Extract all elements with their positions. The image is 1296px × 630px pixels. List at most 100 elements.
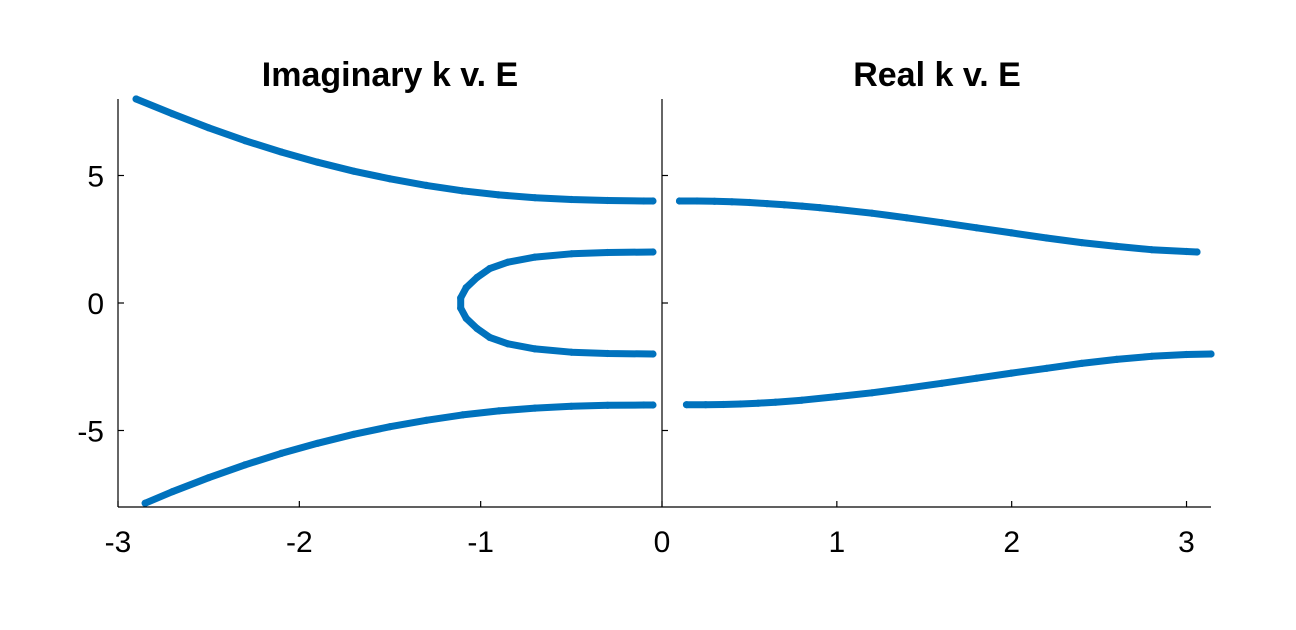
real-series-0-point-4 [745, 198, 754, 207]
imaginary-series-0-point-1 [168, 110, 176, 118]
imaginary-y-tick-label: -5 [77, 416, 104, 449]
real-x-tick-label: 2 [1003, 526, 1020, 559]
imaginary-series-1-point-4 [504, 258, 512, 266]
imaginary-series-1-point-0 [649, 248, 657, 256]
real-series-0-point-2 [710, 197, 719, 205]
imaginary-series-1-point-3 [531, 253, 539, 261]
imaginary-series-1-point-14 [531, 345, 539, 353]
real-series-0-point-6 [780, 201, 789, 209]
imaginary-series-group [132, 95, 657, 507]
real-series-1-point-13 [1043, 364, 1051, 372]
imaginary-series-1-line [457, 248, 657, 358]
imaginary-series-2-point-12 [567, 402, 575, 410]
real-series-0-point-14 [1008, 229, 1016, 237]
imaginary-series-1-point-13 [504, 340, 512, 348]
real-series-group [675, 197, 1215, 409]
imaginary-series-2-point-0 [141, 499, 149, 507]
real-panel-title: Real k v. E [853, 56, 1021, 94]
imaginary-series-2-point-11 [531, 404, 539, 412]
imaginary-series-1-point-12 [486, 333, 494, 341]
real-x-tick-label: 1 [828, 526, 845, 559]
real-series-0-point-8 [815, 204, 824, 212]
imaginary-series-2-point-15 [649, 401, 657, 409]
real-series-1-point-12 [1008, 369, 1016, 377]
real-series-1-point-2 [719, 400, 727, 409]
imaginary-series-1-point-15 [567, 348, 575, 356]
imaginary-series-1-point-16 [604, 349, 612, 358]
imaginary-series-2-line [141, 401, 657, 507]
real-series-0-point-11 [903, 214, 911, 222]
real-series-1-point-8 [868, 389, 876, 397]
imaginary-series-0-point-6 [350, 167, 358, 175]
real-series-0-point-16 [1078, 239, 1086, 247]
imaginary-panel-title: Imaginary k v. E [262, 56, 518, 94]
imaginary-axes: -5 0 5 -3 -2 -1 [77, 99, 662, 559]
imaginary-series-0-point-8 [422, 181, 430, 189]
real-series-0-point-19 [1182, 247, 1191, 256]
real-series-0-point-13 [973, 224, 981, 232]
imaginary-x-tick-label: -3 [105, 526, 132, 559]
imaginary-series-0-point-5 [313, 158, 322, 166]
real-series-0-point-15 [1043, 234, 1051, 242]
real-series-1-line [683, 350, 1215, 409]
real-series-1-point-3 [737, 400, 745, 408]
imaginary-series-2-point-13 [604, 401, 612, 409]
real-series-1-point-6 [798, 396, 806, 404]
imaginary-series-2-point-8 [422, 416, 430, 424]
imaginary-series-2-point-6 [350, 430, 358, 438]
real-series-0-point-7 [798, 202, 806, 210]
real-series-1-point-11 [973, 374, 981, 382]
imaginary-series-0-point-15 [649, 197, 657, 205]
imaginary-series-2-point-14 [640, 401, 648, 409]
imaginary-series-0-line [132, 95, 657, 205]
real-series-1-point-16 [1148, 352, 1156, 360]
imaginary-series-0-point-7 [386, 175, 394, 183]
real-series-1-point-10 [938, 379, 946, 387]
imaginary-series-0-point-2 [205, 124, 213, 132]
imaginary-series-1-point-7 [462, 284, 470, 292]
imaginary-series-1-point-17 [649, 350, 657, 358]
real-axes: 0 1 2 3 [654, 99, 1211, 559]
real-series-0-point-18 [1148, 246, 1156, 254]
imaginary-y-tick-label: 5 [87, 161, 104, 194]
real-series-1-point-9 [903, 384, 911, 392]
real-series-1-point-0 [682, 401, 691, 409]
imaginary-series-0-point-13 [604, 196, 612, 205]
imaginary-y-tick-label: 0 [87, 288, 104, 321]
real-series-1-point-4 [754, 399, 762, 407]
imaginary-series-0-point-0 [132, 95, 140, 103]
real-series-1-point-14 [1078, 359, 1086, 367]
imaginary-series-1-point-9 [457, 304, 465, 312]
imaginary-series-0-point-3 [241, 137, 249, 145]
imaginary-k-panel: Imaginary k v. E -5 0 5 -3 -2 -1 [77, 56, 662, 559]
real-series-0-point-3 [728, 198, 736, 206]
real-series-1-point-1 [702, 401, 710, 409]
imaginary-x-tick-label: -1 [467, 526, 494, 559]
imaginary-series-2-point-1 [168, 488, 176, 496]
real-series-0-point-12 [938, 219, 946, 227]
real-k-panel: Real k v. E 0 1 2 3 [654, 56, 1215, 559]
imaginary-series-2-point-2 [205, 474, 213, 482]
real-series-1-point-18 [1207, 350, 1215, 358]
real-series-0-point-9 [833, 205, 841, 213]
imaginary-series-2-point-4 [277, 449, 285, 457]
imaginary-series-0-point-4 [277, 148, 285, 156]
imaginary-series-0-point-14 [640, 197, 648, 205]
imaginary-series-2-point-7 [386, 423, 394, 431]
imaginary-series-1-point-2 [567, 250, 575, 258]
real-series-0-point-10 [868, 209, 876, 217]
real-x-tick-label: 3 [1178, 526, 1195, 559]
real-series-1-point-5 [772, 398, 780, 406]
imaginary-series-0-point-10 [495, 191, 503, 199]
imaginary-series-1-point-10 [462, 314, 470, 322]
imaginary-series-1-point-6 [473, 273, 481, 282]
imaginary-series-1-point-5 [486, 265, 494, 273]
imaginary-series-2-point-3 [241, 461, 249, 469]
real-series-1-point-17 [1182, 350, 1191, 359]
real-series-0-point-0 [675, 197, 684, 205]
real-series-1-point-7 [833, 393, 841, 401]
imaginary-series-0-point-12 [567, 195, 575, 204]
real-series-0-point-17 [1113, 242, 1121, 250]
imaginary-series-2-point-9 [458, 411, 467, 419]
